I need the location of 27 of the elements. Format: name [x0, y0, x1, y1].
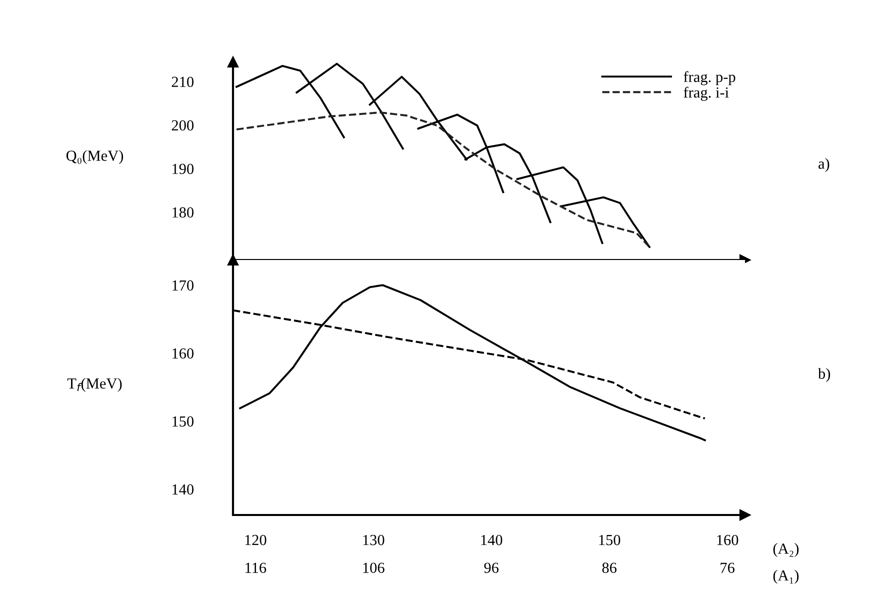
x2-tick-label: 96 [484, 562, 499, 573]
y-tick-label: 140 [172, 484, 194, 495]
x2-tick-label: 106 [363, 562, 384, 573]
x2-tick-label: 116 [246, 562, 266, 573]
y-axis-title: T$_{f}$(MeV) [67, 378, 122, 392]
y-axis-title: Q₀(MeV) [66, 150, 124, 164]
x2-axis-title: (A₁) [773, 570, 799, 584]
legend-label: frag. p-p [684, 71, 736, 86]
text: a) [818, 158, 830, 172]
x-tick-label: 160 [717, 534, 738, 546]
y-tick-label: 150 [172, 416, 194, 427]
y-tick-label: 180 [172, 207, 194, 218]
line-series [236, 112, 650, 248]
x-tick-label: 130 [363, 534, 384, 546]
x-axis-title: (A₂) [773, 543, 799, 557]
x2-tick-label: 76 [720, 562, 734, 573]
y-tick-label: 210 [172, 76, 194, 88]
y-tick-label: 160 [172, 348, 194, 359]
x-tick-label: 140 [481, 534, 502, 546]
y-tick-label: 170 [172, 280, 194, 291]
y-tick-label: 190 [172, 164, 194, 174]
legend-label: frag. i-i [684, 86, 729, 101]
y-tick-label: 200 [172, 120, 194, 131]
x-tick-label: 120 [245, 534, 266, 546]
text: b) [818, 368, 830, 382]
x2-tick-label: 86 [602, 562, 617, 573]
x-tick-label: 150 [599, 534, 620, 546]
